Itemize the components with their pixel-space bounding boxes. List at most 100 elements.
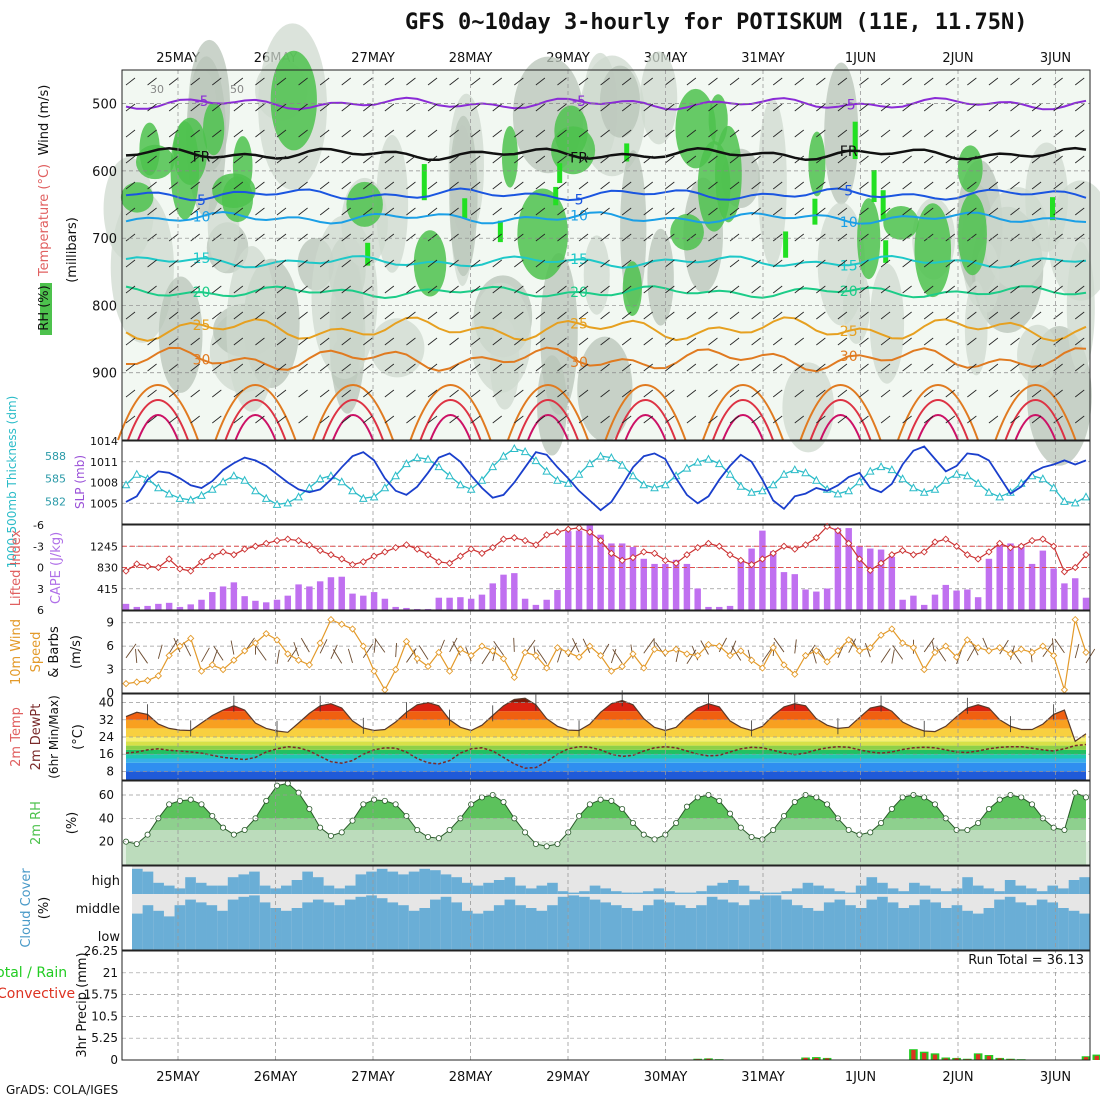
thickness-point (865, 466, 875, 475)
rh-shade (577, 336, 633, 442)
wind-barb (212, 363, 222, 372)
lifted-point (532, 541, 540, 549)
cloud-cell (791, 888, 804, 894)
wind-barb (514, 155, 524, 164)
cloud-cell (376, 868, 388, 894)
wind-barb (600, 415, 610, 424)
thickness-point (984, 487, 994, 496)
cape-bar (910, 595, 917, 610)
cape-tick: 1245 (90, 540, 118, 553)
cloud-cell (994, 891, 1006, 894)
isotherm-label: -5 (572, 94, 586, 110)
wind-barb (319, 233, 330, 242)
lifted-line (125, 525, 1087, 573)
wind-barb (363, 103, 373, 112)
wind-barb (212, 415, 222, 424)
lifted-point (618, 556, 626, 565)
wind-barb (1074, 363, 1085, 372)
wind-barb (936, 647, 947, 662)
temp-band (126, 758, 1086, 763)
temp-band (126, 698, 1086, 703)
wind-barb (183, 641, 192, 657)
wind-speed-point (694, 651, 702, 660)
wind-barb (600, 181, 610, 190)
cloud-cell (334, 905, 346, 922)
wind-barb (363, 155, 373, 164)
wind-barb (147, 77, 157, 86)
wind-barb (1031, 181, 1042, 190)
wind-barb (470, 389, 481, 398)
wind-barb (449, 337, 459, 346)
cloud-cell (536, 910, 548, 922)
cloud-cell (355, 922, 367, 950)
lifted-point (952, 542, 961, 550)
warm-loop (517, 399, 579, 441)
rh-shade (370, 318, 425, 378)
cloud-cell (802, 922, 814, 950)
wind-barb (449, 155, 459, 164)
rh-moist (173, 117, 208, 185)
wind-barb (212, 155, 222, 164)
rh-point (1061, 827, 1068, 834)
rh-point (209, 813, 216, 820)
rh2m-frame (121, 780, 1091, 866)
wind-speed-point (294, 656, 303, 664)
rh-shade (226, 246, 278, 412)
wind-barb (923, 129, 934, 138)
wind-speed-point (262, 630, 270, 638)
wind-speed-point (1028, 648, 1036, 657)
cloud-cell-bg (132, 894, 144, 922)
cloud-cell (419, 908, 431, 922)
wind-speed-point (769, 644, 777, 652)
wind-barb (255, 77, 265, 86)
wind-frame (121, 610, 1091, 694)
wind-barb (923, 311, 934, 320)
cape-bar (209, 592, 216, 610)
lifted-point (985, 548, 993, 556)
wind-barb (406, 311, 416, 320)
precip-conv-bar (954, 1058, 959, 1060)
wind-barb (298, 415, 308, 424)
cloud-cell (951, 905, 963, 922)
lifted-label: Lifted Index (9, 529, 24, 606)
wind-barb (298, 337, 308, 346)
wind-barb (772, 77, 783, 86)
date-label-bottom: 2JUN (942, 1070, 973, 1085)
rh-point (522, 829, 529, 836)
wind-barb (168, 129, 179, 138)
wind-units: (m/s) (69, 635, 84, 669)
wind-barb (967, 311, 977, 320)
wind-barb (600, 389, 610, 398)
wind-barb (600, 337, 610, 346)
cloud-cell (728, 902, 740, 922)
wind-barb (923, 181, 934, 190)
wind-barb (794, 415, 805, 424)
rh-saturated (365, 242, 371, 266)
lifted-point (122, 567, 130, 575)
wind-barb (298, 233, 308, 242)
lifted-point (996, 539, 1004, 548)
warm-loop (409, 384, 492, 441)
wind-barb (729, 389, 740, 398)
lifted-point (499, 535, 508, 543)
wind-barb (384, 415, 395, 424)
rh-point (737, 824, 744, 831)
wind-barb (319, 285, 330, 294)
wind-barb (373, 638, 377, 653)
lifted-point (640, 548, 648, 556)
wind-barb (147, 181, 157, 190)
wind-barb (147, 363, 157, 372)
wind-barb (276, 207, 287, 216)
wind-barb (384, 363, 395, 372)
wind-barb (557, 181, 567, 190)
cloud-cell (951, 922, 963, 950)
cloud-cell (898, 891, 910, 894)
rh-saturated (883, 240, 889, 263)
wind-barb (708, 389, 718, 398)
cloud-cell-bg (568, 866, 580, 894)
wind-barb (837, 233, 848, 242)
cloud-cell (632, 892, 644, 894)
warm-loop (332, 414, 374, 441)
wind-barb (751, 207, 761, 216)
wind-barb (190, 363, 200, 372)
